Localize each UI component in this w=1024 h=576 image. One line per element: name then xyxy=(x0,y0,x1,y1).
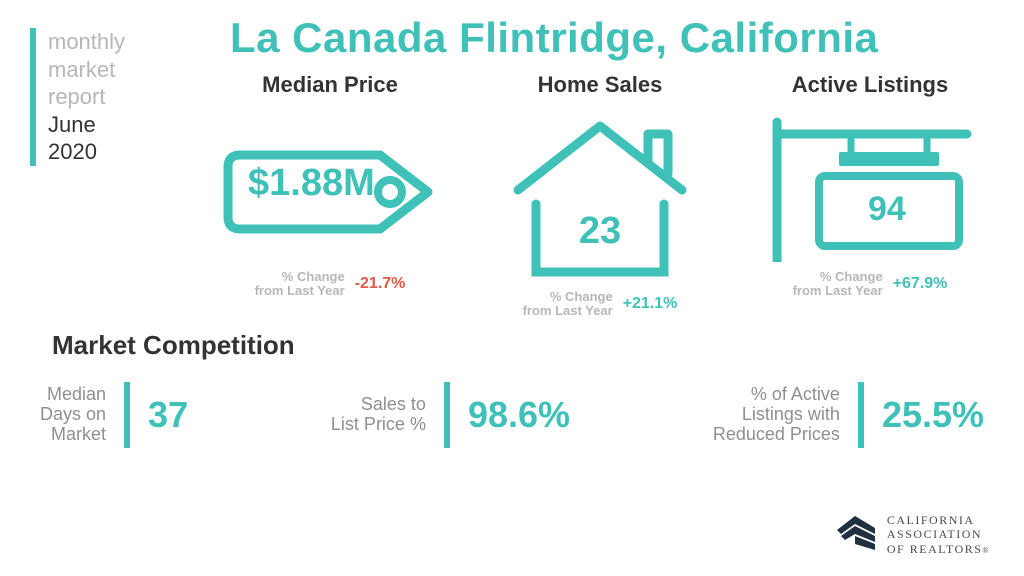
comp-value: 25.5% xyxy=(882,394,984,436)
report-label: monthly market report June 2020 xyxy=(30,28,125,166)
divider-bar xyxy=(124,382,130,448)
change-value: +67.9% xyxy=(893,275,948,293)
metric-active-listings: Active Listings 94 % Change from Last Ye… xyxy=(740,72,1000,332)
report-label-line: monthly xyxy=(48,28,125,56)
comp-label: % of Active Listings with Reduced Prices xyxy=(713,385,840,444)
change-row: % Change from Last Year +21.1% xyxy=(523,290,678,319)
comp-value: 98.6% xyxy=(468,394,570,436)
comp-reduced-prices: % of Active Listings with Reduced Prices… xyxy=(713,382,984,448)
metric-median-price: Median Price $1.88M % Change from Last Y… xyxy=(200,72,460,332)
comp-days-on-market: Median Days on Market 37 xyxy=(40,382,188,448)
comp-value: 37 xyxy=(148,394,188,436)
car-logo-icon xyxy=(835,514,877,554)
metrics-row: Median Price $1.88M % Change from Last Y… xyxy=(200,72,1000,332)
divider-bar xyxy=(444,382,450,448)
house-icon: 23 xyxy=(480,112,720,282)
metric-value: $1.88M xyxy=(248,162,375,205)
logo-line: OF REALTORS® xyxy=(887,542,990,556)
logo-line: CALIFORNIA xyxy=(887,513,990,527)
metric-home-sales: Home Sales 23 % Change from Last Year +2… xyxy=(470,72,730,332)
metric-value: 23 xyxy=(579,210,621,253)
change-row: % Change from Last Year -21.7% xyxy=(255,270,406,299)
comp-label: Sales to List Price % xyxy=(331,395,426,435)
change-value: -21.7% xyxy=(355,275,406,293)
report-label-line: June xyxy=(48,111,125,139)
car-logo-text: CALIFORNIA ASSOCIATION OF REALTORS® xyxy=(887,513,990,556)
price-tag-icon: $1.88M xyxy=(210,112,450,262)
change-row: % Change from Last Year +67.9% xyxy=(793,270,948,299)
metric-heading: Median Price xyxy=(262,72,398,98)
comp-label: Median Days on Market xyxy=(40,385,106,444)
comp-sales-to-list: Sales to List Price % 98.6% xyxy=(331,382,570,448)
divider-bar xyxy=(858,382,864,448)
metric-value: 94 xyxy=(868,190,906,229)
report-label-line: market xyxy=(48,56,125,84)
change-label: % Change from Last Year xyxy=(255,270,345,299)
competition-row: Median Days on Market 37 Sales to List P… xyxy=(40,375,984,455)
page-title: La Canada Flintridge, California xyxy=(230,14,878,62)
logo-line: ASSOCIATION xyxy=(887,527,990,541)
change-label: % Change from Last Year xyxy=(793,270,883,299)
report-label-line: report xyxy=(48,83,125,111)
change-value: +21.1% xyxy=(623,295,678,313)
sign-icon: 94 xyxy=(750,112,990,262)
car-logo: CALIFORNIA ASSOCIATION OF REALTORS® xyxy=(835,513,990,556)
metric-heading: Active Listings xyxy=(792,72,948,98)
metric-heading: Home Sales xyxy=(538,72,663,98)
change-label: % Change from Last Year xyxy=(523,290,613,319)
competition-heading: Market Competition xyxy=(52,330,295,361)
report-label-line: 2020 xyxy=(48,138,125,166)
